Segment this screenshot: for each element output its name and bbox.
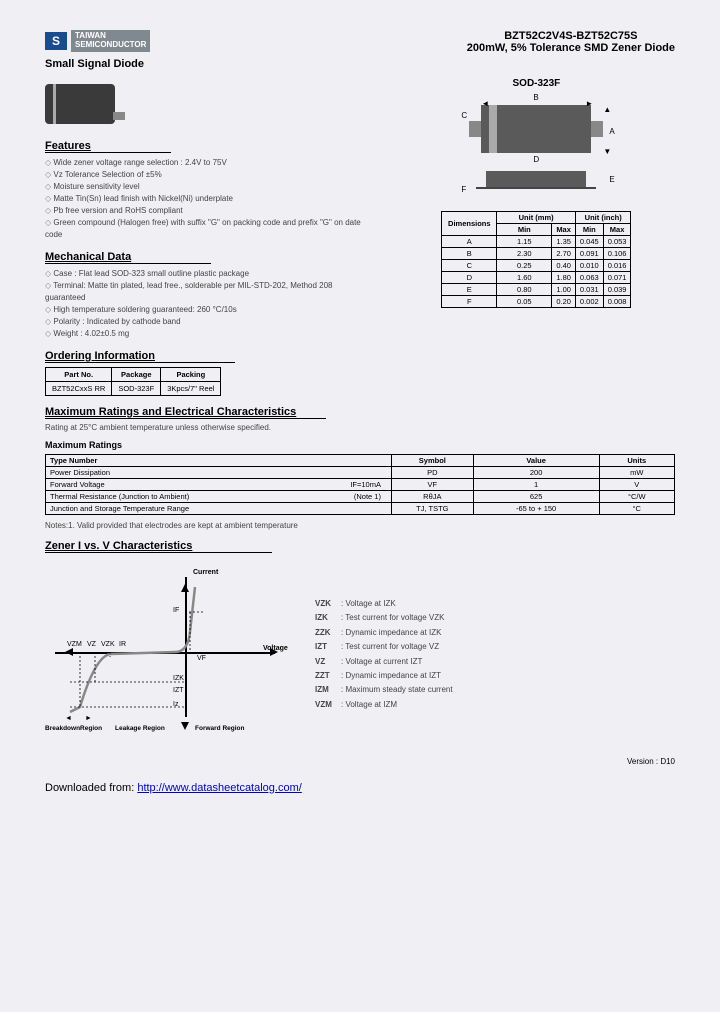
dim-row: E0.801.000.0310.039 (442, 284, 631, 296)
dim-max1: Max (552, 224, 576, 236)
lbl-vf: VF (197, 655, 206, 662)
diode-image (45, 84, 115, 124)
ord-c0: BZT52CxxS RR (46, 382, 112, 396)
maxratings-heading: Maximum Ratings and Electrical Character… (45, 406, 326, 419)
download-line: Downloaded from: http://www.datasheetcat… (45, 782, 675, 794)
lbl-iz: Iz (173, 701, 178, 708)
region-lr: Leakage Region (115, 725, 165, 732)
legend-item: IZT: Test current for voltage VZ (315, 640, 453, 654)
mech-item: Polarity : Indicated by cathode band (45, 316, 373, 328)
dim-h2: Unit (mm) (497, 212, 576, 224)
logo: S TAIWAN SEMICONDUCTOR (45, 30, 150, 52)
lbl-vzk: VZK (101, 641, 115, 648)
dim-row: B2.302.700.0910.106 (442, 248, 631, 260)
lbl-vzm: VZM (67, 641, 82, 648)
region-br: BreakdownRegion (45, 725, 102, 732)
mechanical-heading: Mechanical Data (45, 251, 211, 264)
dim-min2: Min (575, 224, 603, 236)
iv-graph: Current Voltage IF VF VZM VZ VZK IR IZK … (45, 567, 285, 737)
iv-heading: Zener I vs. V Characteristics (45, 540, 272, 553)
legend-item: ZZT: Dynamic impedance at IZT (315, 669, 453, 683)
legend-item: VZK: Voltage at IZK (315, 597, 453, 611)
iv-curve-icon (60, 582, 280, 732)
logo-icon: S (45, 32, 67, 50)
lbl-izk: IZK (173, 675, 184, 682)
download-link[interactable]: http://www.datasheetcatalog.com/ (137, 782, 301, 794)
lbl-izt: IZT (173, 687, 184, 694)
maxratings-foot: Notes:1. Valid provided that electrodes … (45, 521, 675, 530)
dim-row: A1.151.350.0450.053 (442, 236, 631, 248)
axis-current: Current (193, 569, 218, 576)
feature-item: Pb free version and RoHS compliant (45, 205, 373, 217)
maxratings-table: Type Number Symbol Value Units Power Dis… (45, 454, 675, 515)
mr-h3: Units (599, 455, 674, 467)
mech-item: Weight : 4.02±0.5 mg (45, 328, 373, 340)
dim-row: C0.250.400.0100.016 (442, 260, 631, 272)
header: S TAIWAN SEMICONDUCTOR BZT52C2V4S-BZT52C… (45, 30, 675, 54)
subtitle: Small Signal Diode (45, 58, 675, 70)
mr-row: Power DissipationPD200mW (46, 467, 675, 479)
dim-max2: Max (603, 224, 631, 236)
mech-item: High temperature soldering guaranteed: 2… (45, 304, 373, 316)
legend-item: VZ: Voltage at current IZT (315, 655, 453, 669)
dim-row: D1.601.800.0630.071 (442, 272, 631, 284)
logo-text-2: SEMICONDUCTOR (75, 41, 146, 50)
feature-item: Wide zener voltage range selection : 2.4… (45, 157, 373, 169)
lbl-vz: VZ (87, 641, 96, 648)
features-heading: Features (45, 140, 171, 153)
ord-h0: Part No. (46, 368, 112, 382)
ord-c2: 3Kpcs/7" Reel (161, 382, 221, 396)
ordering-table: Part No. Package Packing BZT52CxxS RR SO… (45, 367, 221, 396)
mech-item: Case : Flat lead SOD-323 small outline p… (45, 268, 373, 280)
package-drawing: B A C D E F ◄ ► ▲ ▼ (451, 93, 621, 203)
mechanical-list: Case : Flat lead SOD-323 small outline p… (45, 268, 373, 340)
feature-item: Vz Tolerance Selection of ±5% (45, 169, 373, 181)
lbl-if: IF (173, 607, 179, 614)
mr-h2: Value (473, 455, 599, 467)
title-line2: 200mW, 5% Tolerance SMD Zener Diode (467, 42, 675, 54)
legend-item: IZM: Maximum steady state current (315, 683, 453, 697)
package-name: SOD-323F (398, 78, 675, 89)
maxratings-sub: Maximum Ratings (45, 440, 675, 450)
ratings-note: Rating at 25°C ambient temperature unles… (45, 423, 675, 432)
features-list: Wide zener voltage range selection : 2.4… (45, 157, 373, 241)
title-line1: BZT52C2V4S-BZT52C75S (467, 30, 675, 42)
feature-item: Moisture sensitivity level (45, 181, 373, 193)
ordering-heading: Ordering Information (45, 350, 235, 363)
mr-h0: Type Number (46, 455, 392, 467)
dim-h1: Dimensions (442, 212, 497, 236)
legend-item: IZK: Test current for voltage VZK (315, 611, 453, 625)
dim-row: F0.050.200.0020.008 (442, 296, 631, 308)
feature-item: Matte Tin(Sn) lead finish with Nickel(Ni… (45, 193, 373, 205)
feature-item: Green compound (Halogen free) with suffi… (45, 217, 373, 241)
download-prefix: Downloaded from: (45, 782, 137, 794)
ord-h2: Packing (161, 368, 221, 382)
lbl-ir: IR (119, 641, 126, 648)
ord-c1: SOD-323F (112, 382, 161, 396)
dim-min1: Min (497, 224, 552, 236)
ord-h1: Package (112, 368, 161, 382)
dimensions-table: Dimensions Unit (mm) Unit (inch) Min Max… (441, 211, 631, 308)
title-block: BZT52C2V4S-BZT52C75S 200mW, 5% Tolerance… (467, 30, 675, 54)
dim-h3: Unit (inch) (575, 212, 631, 224)
legend-item: VZM: Voltage at IZM (315, 698, 453, 712)
mech-item: Terminal: Matte tin plated, lead free., … (45, 280, 373, 304)
axis-voltage: Voltage (263, 645, 288, 652)
legend-item: ZZK: Dynamic impedance at IZK (315, 626, 453, 640)
logo-text: TAIWAN SEMICONDUCTOR (71, 30, 150, 52)
mr-row: Thermal Resistance (Junction to Ambient)… (46, 491, 675, 503)
version: Version : D10 (45, 757, 675, 766)
region-fr: Forward Region (195, 725, 244, 732)
mr-h1: Symbol (391, 455, 473, 467)
mr-row: Junction and Storage Temperature RangeTJ… (46, 503, 675, 515)
mr-row: Forward VoltageIF=10mAVF1V (46, 479, 675, 491)
iv-legend: VZK: Voltage at IZKIZK: Test current for… (315, 597, 453, 712)
